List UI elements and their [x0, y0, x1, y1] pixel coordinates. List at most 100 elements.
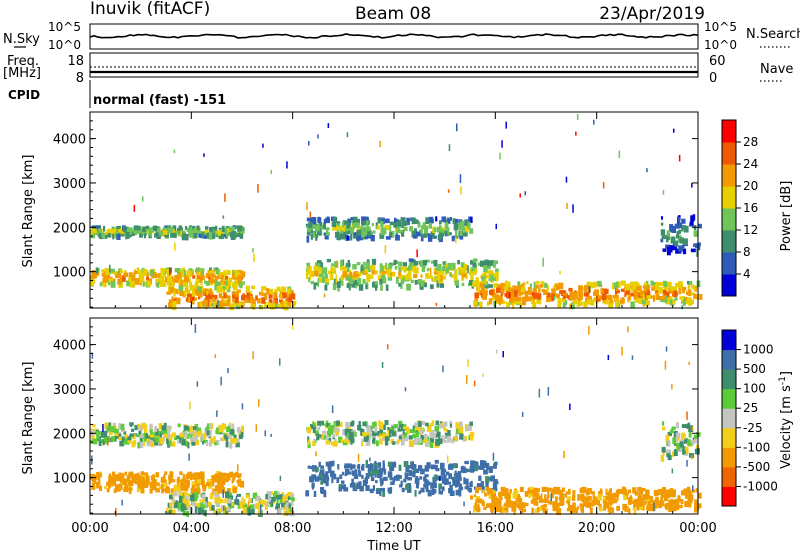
power-speckle [576, 113, 579, 120]
date-title: 23/Apr/2019 [599, 4, 705, 24]
power-cell [221, 233, 225, 239]
power-speckle [133, 204, 136, 212]
power-cell [495, 271, 499, 279]
power-cell [138, 272, 143, 279]
freq-label: Freq. [7, 54, 39, 69]
velocity-cell [633, 507, 637, 515]
colorbar-segment [722, 408, 736, 429]
velocity-cell [414, 422, 419, 427]
velocity-cell [112, 422, 116, 426]
velocity-cell [483, 506, 487, 510]
power-cell [690, 215, 695, 223]
velocity-cell [273, 495, 279, 499]
power-cell [268, 294, 273, 299]
velocity-speckle [227, 368, 229, 374]
velocity-cell [634, 491, 638, 496]
power-cell [527, 287, 531, 294]
power-speckle [673, 128, 675, 133]
velocity-cell [121, 436, 125, 442]
power-cell [306, 262, 310, 267]
power-cell [682, 238, 688, 245]
colorbar-segment [722, 120, 736, 143]
power-cell [433, 267, 437, 272]
velocity-speckle [671, 468, 674, 474]
power-cell [117, 228, 123, 235]
power-cell [578, 293, 584, 300]
power-cell [559, 290, 563, 294]
cpid-mode: normal (fast) -151 [93, 93, 226, 108]
power-cell [462, 267, 467, 274]
power-cell [600, 295, 603, 299]
velocity-cell [473, 494, 477, 498]
velocity-cell [679, 441, 684, 447]
velocity-cell [164, 479, 167, 483]
power-cell [674, 240, 679, 247]
power-cell [163, 230, 168, 235]
power-cell [688, 281, 693, 285]
power-cell [691, 292, 695, 296]
power-cell [420, 274, 423, 278]
velocity-cell [325, 481, 329, 487]
velocity-cell [167, 440, 171, 448]
power-cell [639, 290, 643, 297]
colorbar-segment [722, 142, 736, 165]
velocity-cell [212, 505, 215, 511]
power-cell [357, 235, 360, 242]
colorbar-tick-label: -1000 [743, 479, 778, 493]
velocity-cell [591, 501, 597, 506]
velocity-cell [543, 504, 548, 508]
power-cell [128, 227, 133, 232]
velocity-cell [554, 505, 557, 511]
power-speckle [379, 140, 381, 148]
velocity-cell [673, 449, 678, 456]
power-cell [414, 228, 417, 233]
x-tick-label: 00:00 [679, 521, 716, 536]
velocity-cell [189, 434, 193, 439]
power-cell [346, 265, 350, 272]
power-cell [693, 285, 696, 292]
power-cell [179, 229, 183, 236]
power-cell [572, 291, 577, 299]
velocity-cell [399, 428, 402, 432]
velocity-cell [419, 476, 423, 480]
velocity-cell [195, 488, 201, 495]
power-speckle [460, 186, 462, 195]
y-tick-label: 1000 [53, 266, 86, 281]
power-cell [660, 298, 666, 303]
velocity-cell [314, 465, 317, 470]
velocity-cell [325, 434, 329, 441]
velocity-cell [182, 510, 187, 516]
power-speckle [681, 305, 683, 310]
velocity-cell [668, 500, 672, 505]
power-cell [90, 233, 96, 239]
velocity-cell [389, 431, 392, 438]
velocity-cell [387, 471, 393, 478]
velocity-speckle [260, 504, 262, 514]
power-cell [100, 281, 105, 286]
velocity-cell [182, 473, 185, 480]
power-cell [111, 228, 116, 233]
power-cell [362, 270, 365, 275]
power-speckle [559, 271, 561, 275]
velocity-cell [288, 497, 292, 501]
velocity-cell [361, 465, 365, 471]
velocity-cell [414, 478, 419, 484]
velocity-cell [383, 424, 386, 431]
velocity-cell [193, 430, 197, 434]
power-speckle [335, 274, 337, 283]
velocity-cell [464, 486, 469, 490]
power-cell [432, 233, 435, 238]
power-cell [209, 227, 214, 232]
power-cell [267, 301, 271, 308]
velocity-cell [673, 430, 678, 438]
velocity-cell [644, 495, 647, 500]
power-cell [517, 288, 521, 294]
power-cell [587, 299, 592, 305]
velocity-speckle [665, 346, 668, 352]
power-cell [662, 248, 667, 252]
velocity-cell [284, 496, 287, 501]
x-tick-label: 04:00 [173, 521, 210, 536]
velocity-cell [628, 497, 633, 501]
velocity-cell [202, 504, 206, 509]
power-speckle [270, 170, 272, 174]
